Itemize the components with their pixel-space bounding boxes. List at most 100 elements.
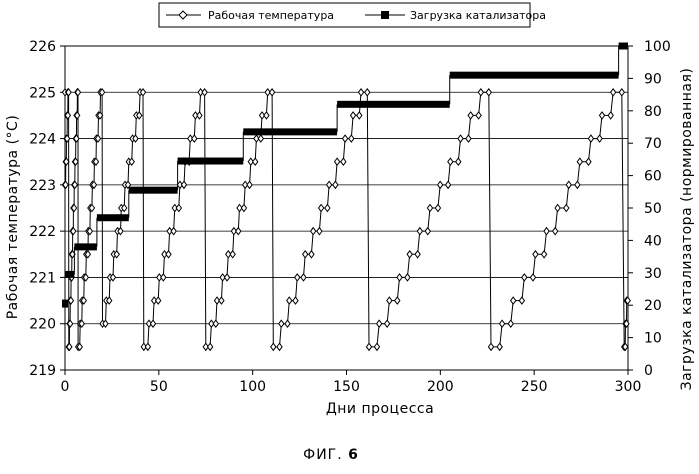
temperature-point [309, 251, 314, 258]
temperature-point [468, 112, 473, 119]
temperature-point [476, 112, 481, 119]
x-tick-label: 300 [615, 379, 642, 395]
y-right-tick-label: 40 [644, 233, 662, 249]
temperature-point [341, 158, 346, 165]
temperature-point [342, 135, 347, 142]
temperature-point [269, 89, 274, 96]
temperature-point [197, 112, 202, 119]
y-left-axis-label: Рабочая температура (°C) [5, 115, 21, 320]
temperature-point [497, 343, 502, 350]
catalyst-step [337, 101, 450, 108]
temperature-point [519, 297, 524, 304]
temperature-point [258, 135, 263, 142]
x-tick-label: 50 [150, 379, 168, 395]
temperature-point [357, 112, 362, 119]
temperature-point [377, 320, 382, 327]
y-right-tick-label: 60 [644, 169, 662, 185]
temperature-point [488, 343, 493, 350]
temperature-point [350, 112, 355, 119]
catalyst-step [129, 187, 178, 194]
catalyst-step [65, 271, 74, 278]
temperature-point [327, 181, 332, 188]
y-right-tick-label: 30 [644, 266, 662, 282]
y-left-tick-label: 219 [29, 363, 56, 379]
temperature-point [425, 228, 430, 235]
temperature-point [335, 158, 340, 165]
temperature-point [555, 205, 560, 212]
temperature-point [271, 343, 276, 350]
temperature-point [415, 251, 420, 258]
y-right-axis-ticks: 0102030405060708090100 [628, 39, 671, 379]
y-right-tick-label: 70 [644, 136, 662, 152]
temperature-point [301, 274, 306, 281]
y-right-tick-label: 100 [644, 39, 671, 55]
y-left-tick-label: 223 [29, 178, 56, 194]
temperature-point [181, 181, 186, 188]
x-axis-label: Дни процесса [326, 401, 434, 417]
temperature-point [466, 135, 471, 142]
temperature-point [253, 158, 258, 165]
temperature-point [508, 320, 513, 327]
temperature-point [619, 89, 624, 96]
y-left-tick-label: 220 [29, 317, 56, 333]
legend: Рабочая температура Загрузка катализатор… [159, 3, 546, 27]
figure-caption-number: 6 [348, 447, 359, 463]
temperature-point [530, 274, 535, 281]
temperature-point [395, 297, 400, 304]
catalyst-step [243, 128, 337, 135]
temperature-point [478, 89, 483, 96]
x-tick-label: 0 [61, 379, 70, 395]
temperature-point [208, 343, 213, 350]
temperature-point [541, 251, 546, 258]
temperature-point [333, 181, 338, 188]
temperature-point [279, 320, 284, 327]
temperature-point [349, 135, 354, 142]
y-right-tick-label: 10 [644, 331, 662, 347]
temperature-point [553, 228, 558, 235]
temperature-point [533, 251, 538, 258]
y-right-tick-label: 50 [644, 201, 662, 217]
temperature-point [577, 158, 582, 165]
x-tick-label: 200 [427, 379, 454, 395]
y-left-tick-label: 224 [29, 132, 56, 148]
temperature-point [219, 297, 224, 304]
y-left-tick-label: 225 [29, 85, 56, 101]
temperature-point [303, 251, 308, 258]
temperature-point [597, 135, 602, 142]
temperature-point [236, 228, 241, 235]
temperature-point [230, 251, 235, 258]
temperature-point [486, 89, 491, 96]
figure-caption-prefix: ФИГ. [303, 447, 348, 463]
temperature-line [65, 92, 628, 347]
y-right-tick-label: 80 [644, 104, 662, 120]
temperature-point [417, 228, 422, 235]
temperature-point [166, 251, 171, 258]
y-right-tick-label: 90 [644, 71, 662, 87]
temperature-point [511, 297, 516, 304]
temperature-point [522, 274, 527, 281]
temperature-point [427, 205, 432, 212]
y-left-tick-label: 222 [29, 224, 56, 240]
temperature-point [588, 135, 593, 142]
series-catalyst-load [62, 43, 628, 308]
temperature-point [287, 297, 292, 304]
temperature-point [202, 89, 207, 96]
legend-label-catalyst-load: Загрузка катализатора [410, 9, 546, 22]
x-tick-label: 150 [333, 379, 360, 395]
temperature-point [161, 274, 166, 281]
temperature-point [277, 343, 282, 350]
temperature-point [407, 251, 412, 258]
y-left-axis-ticks: 219220221222223224225226 [29, 39, 65, 379]
temperature-point [156, 297, 161, 304]
temperature-point [293, 297, 298, 304]
temperature-point [385, 320, 390, 327]
temperature-point [458, 135, 463, 142]
temperature-point [365, 89, 370, 96]
temperature-point [446, 181, 451, 188]
catalyst-step [178, 158, 244, 165]
x-tick-label: 100 [239, 379, 266, 395]
temperature-point [374, 343, 379, 350]
legend-label-temperature: Рабочая температура [208, 9, 334, 22]
temperature-point [366, 343, 371, 350]
x-tick-label: 250 [521, 379, 548, 395]
